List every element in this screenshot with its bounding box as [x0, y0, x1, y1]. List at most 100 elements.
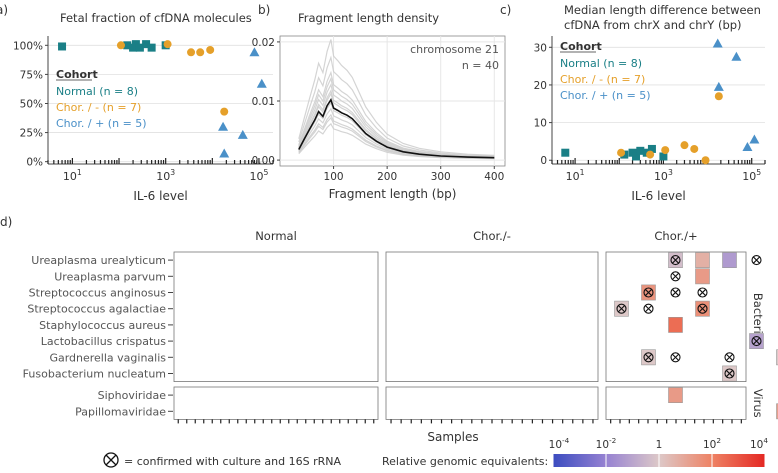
colorbar-tick-label: 102 — [703, 436, 721, 451]
x-axis-title: IL-6 level — [133, 189, 187, 203]
confirmed-marker-cross — [671, 288, 680, 297]
chart-title: Median length difference between — [564, 3, 761, 17]
panel-label: c) — [500, 3, 511, 17]
confirmed-marker-cross — [671, 256, 680, 264]
y-tick-label: 25% — [20, 128, 43, 140]
facet-label-2: Chor./+ — [654, 229, 697, 243]
legend-entry-normal: Normal (n = 8) — [560, 57, 642, 70]
chart-title: Fetal fraction of cfDNA molecules — [60, 11, 252, 25]
heatmap-cell — [722, 252, 737, 268]
colorbar-tick-label: 10-2 — [596, 436, 617, 451]
x-tick-label: 105 — [742, 168, 761, 183]
panel-label: a) — [0, 3, 8, 17]
chart-title: Fragment length density — [298, 11, 439, 25]
colorbar-tick-label: 10-4 — [549, 436, 570, 451]
confirmed-marker-circle — [697, 303, 708, 314]
panel-label: d) — [0, 215, 12, 229]
point-chorm — [690, 144, 699, 153]
point-chorm — [196, 48, 205, 57]
point-chorm — [116, 41, 125, 50]
y-tick-label: 20 — [534, 80, 547, 92]
point-chorp — [256, 78, 267, 88]
x-tick-label: 101 — [566, 168, 585, 183]
point-chorp — [237, 129, 248, 139]
confirmed-marker-cross — [644, 288, 653, 297]
confirmed-marker-circle — [670, 271, 681, 282]
facet-label-0: Normal — [255, 229, 297, 243]
confirmed-marker-cross — [617, 305, 626, 313]
y-tick-label: 0.01 — [252, 96, 275, 108]
point-normal — [147, 43, 156, 52]
legend-note: = confirmed with culture and 16S rRNA — [124, 455, 341, 468]
point-chorm — [187, 48, 196, 57]
x-tick-label: 103 — [156, 168, 175, 183]
legend-entry-chorm: Chor. / - (n = 7) — [56, 101, 141, 114]
x-axis-title: Samples — [427, 430, 478, 444]
legend-entry-chorp: Chor. / + (n = 5) — [56, 117, 147, 130]
density-trace — [298, 55, 495, 157]
legend-title: Cohort — [56, 68, 98, 81]
row-label: Streptococcus anginosus — [29, 287, 167, 300]
point-chorm — [646, 150, 655, 159]
x-axis-title: IL-6 level — [631, 189, 685, 203]
confirmed-marker-cross — [698, 288, 707, 297]
point-chorp — [749, 134, 760, 144]
x-tick-label: 400 — [484, 171, 504, 183]
point-chorm — [714, 92, 723, 101]
panel-b — [277, 35, 506, 169]
point-normal — [135, 43, 144, 52]
x-tick-label: 300 — [431, 171, 451, 183]
heatmap-cell — [776, 403, 778, 420]
point-chorp — [218, 121, 229, 131]
point-chorp — [219, 148, 230, 158]
panel-a — [45, 36, 274, 165]
point-chorm — [206, 45, 215, 54]
point-chorm — [220, 107, 229, 116]
point-normal — [636, 146, 645, 155]
row-label: Ureaplasma urealyticum — [31, 254, 166, 267]
legend-marker-circle — [103, 452, 119, 468]
confirmed-marker-cross — [752, 256, 761, 264]
legend-marker-cross — [105, 454, 117, 466]
heatmap-cell — [668, 316, 683, 333]
row-label: Staphylococcus aureus — [39, 319, 166, 332]
confirmed-marker-cross — [725, 353, 734, 361]
point-normal — [142, 40, 151, 49]
row-label: Streptococcus agalactiae — [27, 303, 166, 316]
y-tick-label: 10 — [534, 118, 547, 130]
y-tick-label: 0 — [540, 155, 547, 167]
confirmed-marker-circle — [670, 287, 681, 298]
annotation-n: n = 40 — [462, 59, 499, 72]
confirmed-marker-cross — [752, 337, 761, 345]
colorbar-tick-label: 1 — [656, 439, 663, 451]
density-mean-line — [298, 97, 495, 159]
colorbar-tick-label: 104 — [750, 436, 768, 451]
heatmap-frame — [605, 251, 747, 383]
confirmed-marker-cross — [725, 369, 734, 378]
y-tick-label: 30 — [534, 42, 547, 54]
heatmap-frame — [385, 386, 599, 420]
x-tick-label: 100 — [324, 171, 344, 183]
density-trace — [298, 70, 495, 158]
density-trace — [298, 83, 495, 158]
x-tick-label: 103 — [654, 168, 673, 183]
confirmed-marker-circle — [643, 352, 654, 363]
y-tick-label: 100% — [13, 40, 43, 52]
y-tick-label: 75% — [20, 69, 43, 81]
annotation-chromosome: chromosome 21 — [410, 43, 499, 56]
x-tick-label: 200 — [377, 171, 397, 183]
confirmed-marker-circle — [697, 287, 708, 298]
point-chorm — [617, 148, 626, 157]
x-tick-label: 105 — [250, 168, 269, 183]
heatmap-frame — [385, 251, 599, 383]
density-trace — [298, 39, 495, 156]
group-label-0: Bacteria — [751, 293, 765, 341]
point-chorp — [712, 38, 723, 48]
confirmed-marker-cross — [671, 353, 680, 361]
heatmap-frame — [173, 386, 379, 420]
x-axis-title: Fragment length (bp) — [329, 187, 457, 201]
row-label: Ureaplasma parvum — [54, 270, 166, 283]
confirmed-marker-circle — [670, 352, 681, 363]
confirmed-marker-circle — [751, 336, 762, 347]
